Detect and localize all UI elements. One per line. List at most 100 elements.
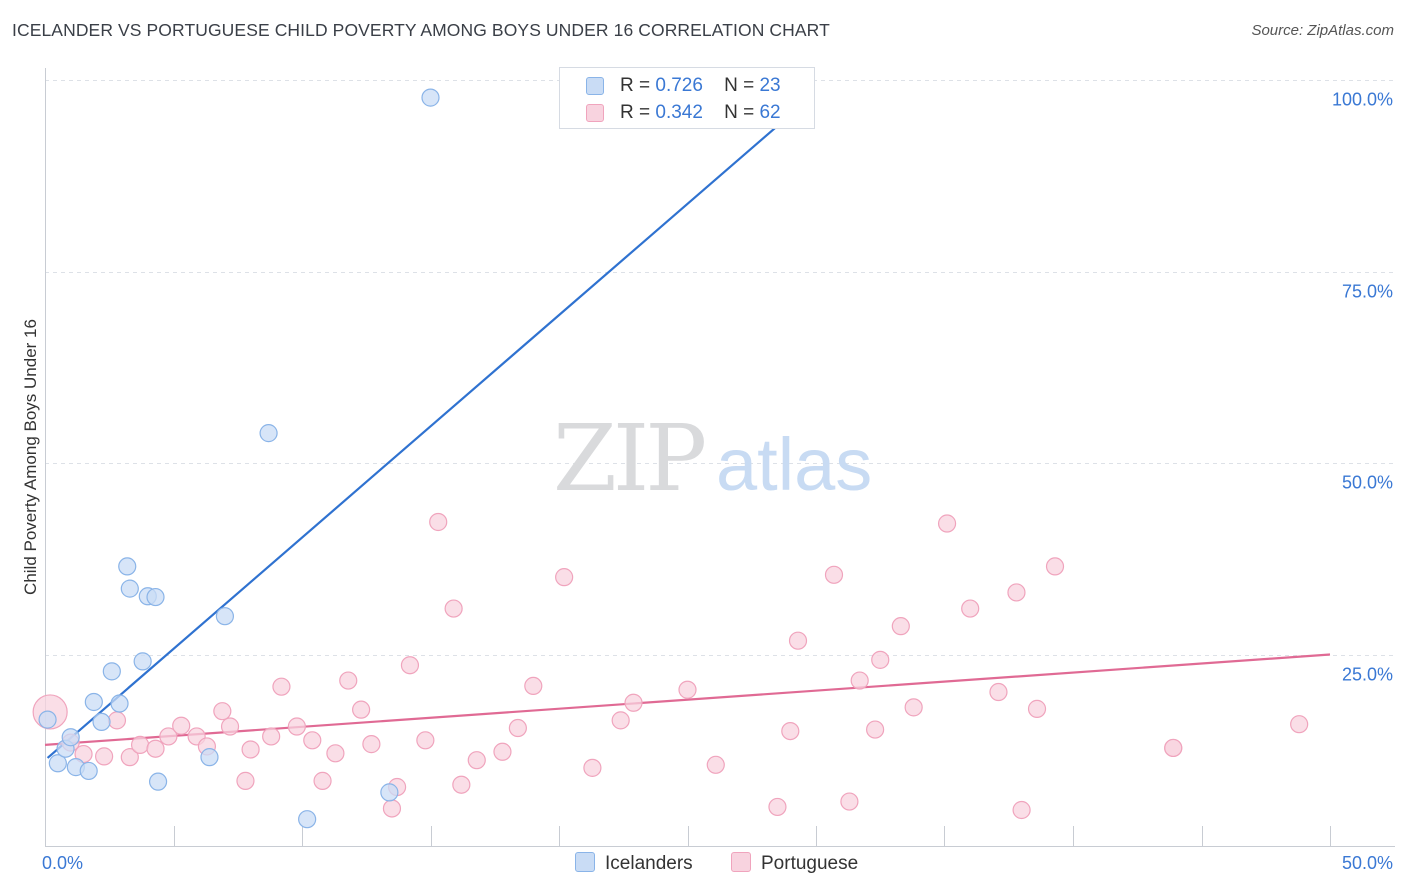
y-tick-label: 25.0%: [1342, 665, 1393, 685]
portuguese-point: [989, 682, 1008, 702]
portuguese-point: [262, 727, 281, 746]
portuguese-point: [416, 731, 435, 750]
portuguese-point: [130, 735, 150, 754]
portuguese-point: [236, 771, 255, 790]
y-tick-label: 100.0%: [1332, 90, 1393, 110]
portuguese-point: [611, 711, 630, 730]
portuguese-point: [840, 792, 859, 811]
portuguese-point: [339, 671, 358, 690]
chart-title: ICELANDER VS PORTUGUESE CHILD POVERTY AM…: [12, 20, 830, 40]
portuguese-point: [866, 720, 885, 739]
portuguese-point: [213, 702, 232, 721]
portuguese-point: [467, 751, 486, 770]
icelanders-legend-label: Icelanders: [605, 853, 693, 874]
x-tick-label-min: 0.0%: [42, 853, 83, 873]
portuguese-point: [706, 755, 725, 774]
portuguese-point: [891, 617, 910, 636]
bottom-legend-portuguese: Portuguese: [731, 852, 858, 875]
portuguese-point: [326, 744, 345, 763]
portuguese-point: [362, 735, 381, 754]
portuguese-point: [452, 775, 471, 794]
legend-r-value-portuguese: 0.342: [655, 102, 703, 123]
portuguese-point: [824, 565, 844, 584]
icelanders-point: [102, 662, 121, 681]
icelanders-point: [133, 652, 152, 671]
icelanders-point: [118, 557, 137, 576]
icelanders-point: [48, 754, 67, 773]
chart-source: Source: ZipAtlas.com: [1251, 22, 1394, 39]
y-tick-label: 75.0%: [1342, 282, 1393, 302]
portuguese-point: [624, 693, 643, 712]
icelanders-point: [421, 88, 440, 107]
watermark-atlas: atlas: [716, 423, 872, 506]
stats-legend: R = 0.726 N = 23 R = 0.342 N = 62: [559, 67, 815, 129]
portuguese-point: [768, 797, 787, 817]
portuguese-point: [1012, 800, 1031, 820]
portuguese-point: [961, 599, 980, 618]
legend-n-label: N =: [724, 102, 755, 123]
icelanders-point: [120, 579, 139, 598]
portuguese-point: [241, 740, 260, 759]
legend-n-label: N =: [724, 75, 755, 96]
watermark: ZIP atlas: [553, 405, 872, 512]
legend-r-label: R =: [620, 102, 651, 123]
legend-r-value-icelanders: 0.726: [655, 75, 703, 96]
portuguese-point: [400, 656, 420, 675]
icelanders-point: [259, 424, 278, 443]
portuguese-point: [1290, 715, 1309, 734]
portuguese-point: [303, 731, 322, 750]
icelanders-point: [146, 587, 165, 607]
portuguese-point: [508, 718, 527, 738]
bottom-legend-icelanders: Icelanders: [575, 852, 693, 875]
legend-n-value-icelanders: 23: [759, 75, 781, 96]
portuguese-point: [1007, 583, 1026, 602]
trend-line-icelanders: [46, 125, 779, 759]
portuguese-point: [583, 758, 602, 777]
portuguese-point: [287, 717, 306, 736]
icelanders-point: [200, 748, 219, 767]
icelanders-point: [380, 783, 399, 802]
portuguese-point: [555, 568, 574, 587]
icelanders-point: [215, 607, 234, 626]
portuguese-point: [1027, 699, 1047, 718]
portuguese-point: [524, 676, 543, 696]
portuguese-point: [352, 700, 371, 719]
portuguese-legend-label: Portuguese: [761, 853, 859, 874]
portuguese-point: [678, 680, 697, 699]
icelanders-point: [148, 772, 168, 791]
gridlines: [45, 80, 1395, 656]
portuguese-point: [120, 748, 139, 767]
icelanders-point: [92, 712, 111, 732]
portuguese-point: [904, 698, 923, 717]
portuguese-point: [1164, 738, 1183, 758]
portuguese-point: [382, 799, 402, 818]
y-tick-label: 50.0%: [1342, 473, 1393, 493]
portuguese-point: [220, 717, 240, 736]
legend-r-label: R =: [620, 75, 651, 96]
x-tick-label-max: 50.0%: [1342, 853, 1393, 873]
portuguese-point: [172, 716, 191, 735]
portuguese-point: [146, 739, 165, 758]
portuguese-legend-swatch: [731, 852, 751, 872]
icelanders-legend-swatch: [575, 852, 595, 872]
portuguese-point: [429, 512, 448, 532]
icelanders-point: [298, 810, 317, 829]
portuguese-point: [871, 650, 890, 669]
watermark-zip: ZIP: [553, 405, 704, 512]
portuguese-point: [444, 599, 463, 618]
portuguese-point: [313, 771, 332, 790]
tick-labels: 25.0% 50.0% 75.0% 100.0% 0.0% 50.0%: [42, 90, 1393, 874]
portuguese-point: [788, 631, 808, 650]
portuguese-point: [493, 742, 512, 761]
portuguese-point: [937, 514, 957, 533]
portuguese-point: [272, 677, 291, 696]
trend-line-portuguese: [44, 653, 1331, 746]
icelanders-point: [79, 761, 98, 781]
portuguese-point: [95, 747, 114, 766]
icelanders-point: [110, 694, 129, 713]
icelanders-swatch: [586, 77, 604, 95]
portuguese-point: [107, 711, 127, 730]
portuguese-point: [850, 671, 869, 690]
icelanders-point: [84, 692, 103, 712]
